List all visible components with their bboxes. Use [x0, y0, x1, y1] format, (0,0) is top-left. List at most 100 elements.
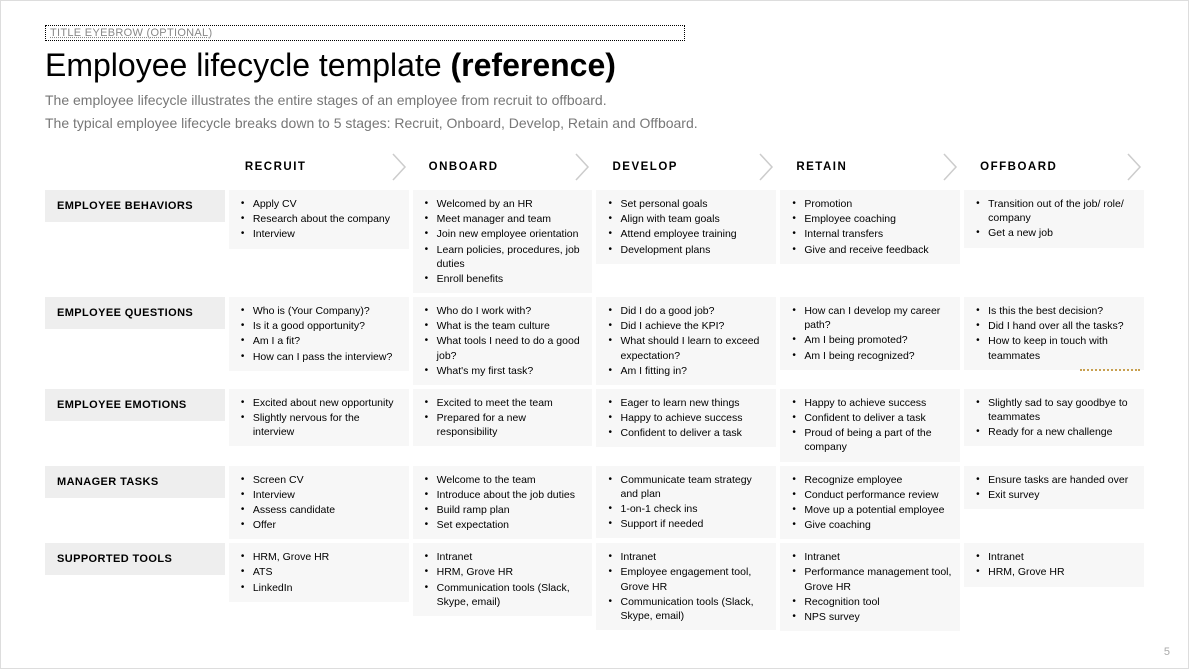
list-item: Internal transfers	[796, 227, 954, 241]
cell: IntranetHRM, Grove HRCommunication tools…	[409, 539, 593, 631]
list-item: Intranet	[980, 550, 1138, 564]
list-item: Prepared for a new responsibility	[429, 411, 587, 439]
cell: Welcomed by an HRMeet manager and teamJo…	[409, 182, 593, 293]
bullet-list: Set personal goalsAlign with team goalsA…	[598, 197, 770, 257]
bullet-list: HRM, Grove HRATSLinkedIn	[231, 550, 403, 595]
cell-content: Who is (Your Company)?Is it a good oppor…	[225, 293, 409, 371]
list-item: Did I do a good job?	[612, 304, 770, 318]
list-item: Intranet	[612, 550, 770, 564]
cell: PromotionEmployee coachingInternal trans…	[776, 182, 960, 293]
list-item: 1-on-1 check ins	[612, 502, 770, 516]
cell: Communicate team strategy and plan1-on-1…	[592, 462, 776, 540]
cell: Apply CVResearch about the companyInterv…	[225, 182, 409, 293]
list-item: Slightly sad to say goodbye to teammates	[980, 396, 1138, 424]
row-label: MANAGER TASKS	[45, 462, 225, 498]
slide-page: TITLE EYEBROW (OPTIONAL) Employee lifecy…	[0, 0, 1189, 669]
bullet-list: How can I develop my career path?Am I be…	[782, 304, 954, 363]
bullet-list: Slightly sad to say goodbye to teammates…	[966, 396, 1138, 440]
cell-content: Recognize employeeConduct performance re…	[776, 462, 960, 540]
list-item: Welcome to the team	[429, 473, 587, 487]
list-item: Give coaching	[796, 518, 954, 532]
list-item: Assess candidate	[245, 503, 403, 517]
list-item: Employee engagement tool, Grove HR	[612, 565, 770, 593]
list-item: Confident to deliver a task	[796, 411, 954, 425]
stage-arrow: ONBOARD	[409, 152, 593, 182]
list-item: Give and receive feedback	[796, 243, 954, 257]
cell: Who do I work with?What is the team cult…	[409, 293, 593, 385]
list-item: NPS survey	[796, 610, 954, 624]
list-item: Development plans	[612, 243, 770, 257]
cell: IntranetHRM, Grove HR	[960, 539, 1144, 631]
bullet-list: Eager to learn new thingsHappy to achiev…	[598, 396, 770, 441]
cell-content: IntranetHRM, Grove HRCommunication tools…	[409, 539, 593, 616]
row-label: EMPLOYEE QUESTIONS	[45, 293, 225, 329]
list-item: Offer	[245, 518, 403, 532]
cell-content: How can I develop my career path?Am I be…	[776, 293, 960, 370]
list-item: Welcomed by an HR	[429, 197, 587, 211]
row-label: EMPLOYEE BEHAVIORS	[45, 182, 225, 222]
list-item: Conduct performance review	[796, 488, 954, 502]
list-item: Meet manager and team	[429, 212, 587, 226]
list-item: Transition out of the job/ role/ company	[980, 197, 1138, 225]
row-label-cell: EMPLOYEE BEHAVIORS	[45, 182, 225, 293]
list-item: HRM, Grove HR	[429, 565, 587, 579]
cell-content: Ensure tasks are handed overExit survey	[960, 462, 1144, 509]
cell-content: Screen CVInterviewAssess candidateOffer	[225, 462, 409, 540]
list-item: Interview	[245, 227, 403, 241]
list-item: What tools I need to do a good job?	[429, 334, 587, 362]
list-item: Excited about new opportunity	[245, 396, 403, 410]
bullet-list: IntranetEmployee engagement tool, Grove …	[598, 550, 770, 623]
cell: Transition out of the job/ role/ company…	[960, 182, 1144, 293]
list-item: Intranet	[429, 550, 587, 564]
list-item: Promotion	[796, 197, 954, 211]
list-item: Build ramp plan	[429, 503, 587, 517]
bullet-list: Communicate team strategy and plan1-on-1…	[598, 473, 770, 532]
title-plain: Employee lifecycle template	[45, 47, 451, 83]
table-row: SUPPORTED TOOLSHRM, Grove HRATSLinkedInI…	[45, 539, 1144, 631]
list-item: Apply CV	[245, 197, 403, 211]
list-item: Ensure tasks are handed over	[980, 473, 1138, 487]
list-item: Happy to achieve success	[796, 396, 954, 410]
cell: Did I do a good job?Did I achieve the KP…	[592, 293, 776, 385]
bullet-list: Excited to meet the teamPrepared for a n…	[415, 396, 587, 440]
cell: Ensure tasks are handed overExit survey	[960, 462, 1144, 540]
cell: IntranetEmployee engagement tool, Grove …	[592, 539, 776, 631]
page-title: Employee lifecycle template (reference)	[45, 47, 1144, 84]
bullet-list: Transition out of the job/ role/ company…	[966, 197, 1138, 241]
stage-header-develop: DEVELOP	[592, 152, 776, 182]
table-row: EMPLOYEE EMOTIONSExcited about new oppor…	[45, 385, 1144, 462]
cell-content: Happy to achieve successConfident to del…	[776, 385, 960, 462]
list-item: Communication tools (Slack, Skype, email…	[612, 595, 770, 623]
list-item: Exit survey	[980, 488, 1138, 502]
list-item: What's my first task?	[429, 364, 587, 378]
list-item: Set expectation	[429, 518, 587, 532]
bullet-list: Recognize employeeConduct performance re…	[782, 473, 954, 533]
list-item: LinkedIn	[245, 581, 403, 595]
list-item: Set personal goals	[612, 197, 770, 211]
list-item: Is it a good opportunity?	[245, 319, 403, 333]
list-item: Slightly nervous for the interview	[245, 411, 403, 439]
bullet-list: Apply CVResearch about the companyInterv…	[231, 197, 403, 242]
stage-header-retain: RETAIN	[776, 152, 960, 182]
list-item: Did I hand over all the tasks?	[980, 319, 1138, 333]
title-eyebrow: TITLE EYEBROW (OPTIONAL)	[45, 25, 685, 41]
list-item: How to keep in touch with teammates	[980, 334, 1138, 362]
cell: Recognize employeeConduct performance re…	[776, 462, 960, 540]
list-item: Move up a potential employee	[796, 503, 954, 517]
cell: Eager to learn new thingsHappy to achiev…	[592, 385, 776, 462]
list-item: Learn policies, procedures, job duties	[429, 243, 587, 271]
list-item: Align with team goals	[612, 212, 770, 226]
list-item: Employee coaching	[796, 212, 954, 226]
title-bold: (reference)	[451, 47, 616, 83]
bullet-list: IntranetPerformance management tool, Gro…	[782, 550, 954, 624]
bullet-list: Welcomed by an HRMeet manager and teamJo…	[415, 197, 587, 286]
cell-content: Excited to meet the teamPrepared for a n…	[409, 385, 593, 447]
cell-content: Welcome to the teamIntroduce about the j…	[409, 462, 593, 540]
row-label-cell: SUPPORTED TOOLS	[45, 539, 225, 631]
bullet-list: Happy to achieve successConfident to del…	[782, 396, 954, 455]
list-item: What is the team culture	[429, 319, 587, 333]
cell-content: Welcomed by an HRMeet manager and teamJo…	[409, 182, 593, 293]
cell: Happy to achieve successConfident to del…	[776, 385, 960, 462]
list-item: Excited to meet the team	[429, 396, 587, 410]
list-item: Recognition tool	[796, 595, 954, 609]
